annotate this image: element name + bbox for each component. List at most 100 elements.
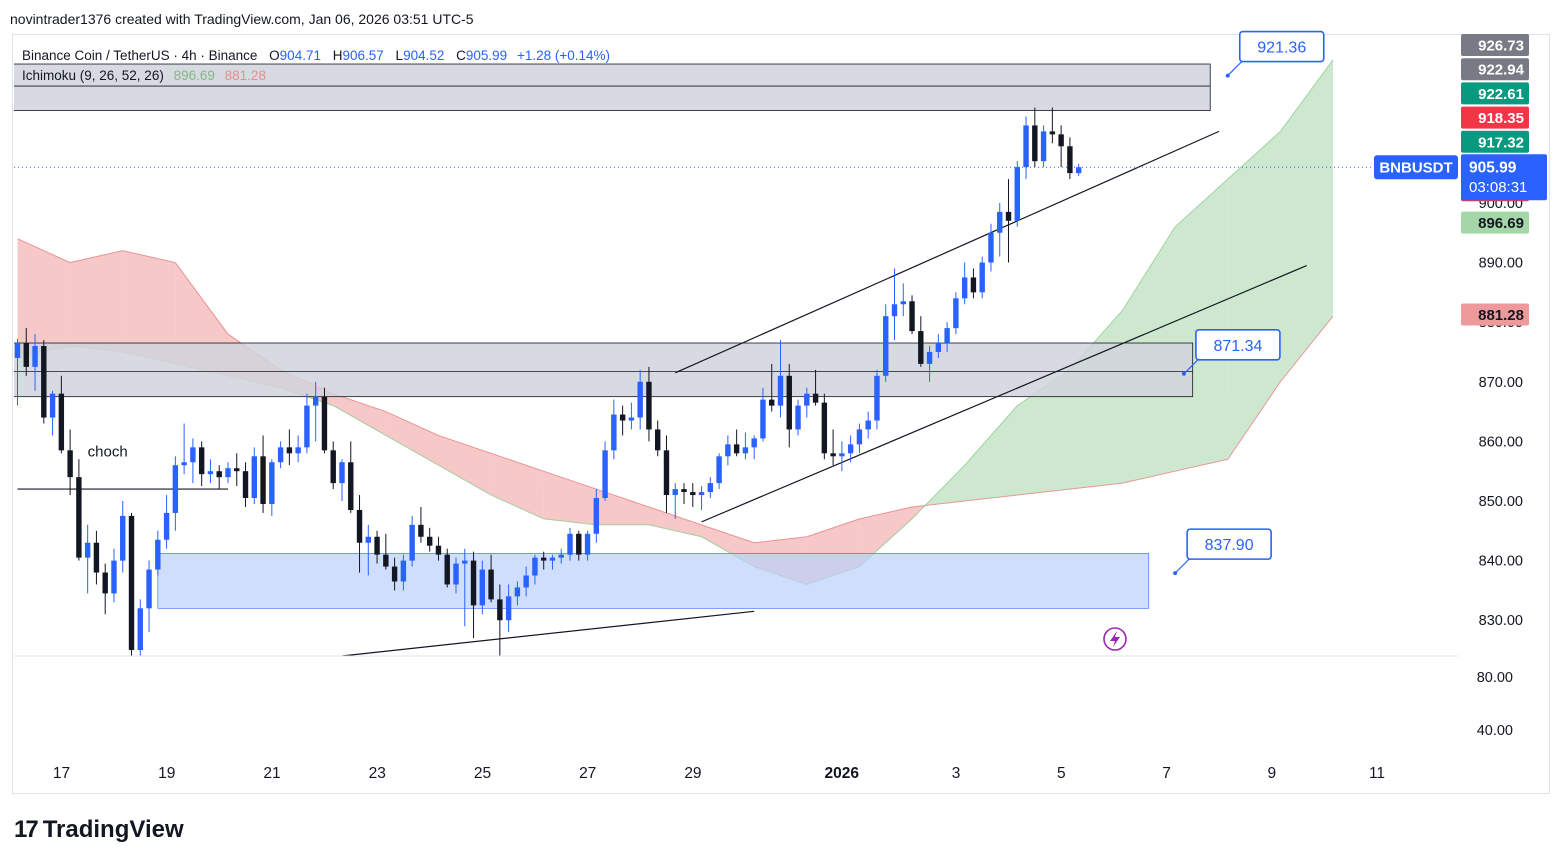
candle-body bbox=[549, 557, 556, 561]
close-value: 905.99 bbox=[465, 48, 508, 63]
candle-body bbox=[234, 468, 240, 472]
cloud-segment bbox=[385, 411, 439, 466]
price-axis: 830.00840.00850.00860.00870.00880.00890.… bbox=[14, 34, 1547, 739]
cloud-segment bbox=[648, 506, 702, 537]
candle-body bbox=[646, 381, 652, 430]
tradingview-mark-icon: 17 bbox=[14, 816, 39, 843]
candle-body bbox=[847, 444, 854, 454]
candle-body bbox=[619, 414, 626, 421]
trendline-1 bbox=[701, 264, 1307, 523]
cloud-segment bbox=[1280, 59, 1333, 382]
candle-body bbox=[49, 393, 56, 418]
price-label-text: 918.35 bbox=[1478, 110, 1524, 127]
candle-body bbox=[567, 533, 573, 555]
candle-body bbox=[207, 471, 214, 475]
trendlines bbox=[14, 130, 1458, 656]
candle-body bbox=[93, 542, 100, 573]
price-label-917.32 bbox=[1461, 130, 1529, 153]
candle-body bbox=[155, 539, 161, 570]
price-tick: 830.00 bbox=[1479, 613, 1523, 629]
candle-body bbox=[795, 405, 801, 430]
candle-body bbox=[181, 462, 187, 466]
callout-text: 921.36 bbox=[1257, 40, 1306, 57]
candle-body bbox=[576, 533, 582, 555]
candle-body bbox=[260, 456, 266, 504]
candle-body bbox=[426, 536, 433, 546]
candle-body bbox=[453, 563, 459, 585]
candle-body bbox=[637, 381, 643, 418]
candle-body bbox=[391, 566, 398, 582]
price-callout-2: 837.90 bbox=[1173, 528, 1272, 576]
supply-zone-1 bbox=[14, 342, 1194, 398]
candle-body bbox=[909, 301, 915, 332]
candle-body bbox=[672, 489, 678, 496]
symbol-description[interactable]: Binance Coin / TetherUS · 4h · Binance bbox=[22, 48, 258, 63]
candle-body bbox=[1014, 167, 1020, 221]
candle-body bbox=[128, 515, 135, 651]
cloud-segment bbox=[122, 250, 176, 364]
candle-body bbox=[198, 447, 205, 475]
candle-body bbox=[839, 453, 845, 457]
candle-body bbox=[190, 447, 196, 463]
candle-body bbox=[918, 331, 924, 364]
time-axis: 17 19 21 23 25 27 29 2026 3 5 7 9 11 bbox=[53, 765, 1385, 782]
cloud-segment bbox=[491, 453, 544, 519]
trendline-2 bbox=[341, 610, 755, 656]
candle-body bbox=[497, 599, 503, 621]
candle-body bbox=[786, 375, 792, 430]
high-value: 906.57 bbox=[342, 48, 384, 63]
time-tick: 5 bbox=[1057, 765, 1066, 782]
callout-box bbox=[1186, 528, 1272, 560]
indicator-name[interactable]: Ichimoku (9, 26, 52, 26) bbox=[22, 68, 164, 83]
price-tick: 870.00 bbox=[1479, 375, 1523, 391]
legend-symbol-row: Binance Coin / TetherUS · 4h · Binance O… bbox=[22, 46, 610, 66]
lightning-ring bbox=[1103, 627, 1127, 651]
candle-body bbox=[1049, 131, 1056, 135]
candle-body bbox=[742, 447, 749, 454]
candle-body bbox=[558, 554, 564, 558]
tradingview-logo[interactable]: 17 TradingView bbox=[14, 816, 184, 844]
candle-body bbox=[953, 298, 959, 329]
last-price-label bbox=[1461, 154, 1547, 201]
last-price-text: 905.99 bbox=[1469, 160, 1517, 177]
candle-body bbox=[505, 596, 512, 621]
low-label: L bbox=[395, 48, 404, 63]
price-label-896.69 bbox=[1461, 211, 1529, 234]
close-label: C bbox=[456, 48, 466, 63]
candle-body bbox=[891, 304, 898, 317]
candle-body bbox=[830, 453, 836, 457]
candle-body bbox=[400, 560, 407, 582]
time-tick: 3 bbox=[952, 765, 961, 782]
candle-body bbox=[681, 489, 687, 493]
candle-body bbox=[383, 554, 389, 567]
legend-indicator-row: Ichimoku (9, 26, 52, 26) 896.69 881.28 bbox=[22, 66, 610, 86]
ticker-badge-text: BNBUSDT bbox=[1379, 160, 1452, 177]
candle-body bbox=[690, 492, 696, 496]
price-tick: 860.00 bbox=[1479, 434, 1523, 450]
countdown-text: 03:08:31 bbox=[1469, 179, 1527, 196]
cloud-segment bbox=[596, 489, 649, 525]
candle-body bbox=[628, 417, 635, 421]
time-tick: 7 bbox=[1162, 765, 1171, 782]
candle-body bbox=[365, 536, 371, 543]
cloud-segment bbox=[70, 250, 123, 352]
candle-body bbox=[1005, 211, 1012, 221]
candle-body bbox=[532, 557, 538, 576]
candle-body bbox=[321, 396, 328, 451]
candle-body bbox=[102, 572, 108, 594]
time-tick: 19 bbox=[158, 765, 175, 782]
candle-body bbox=[1023, 125, 1029, 168]
candle-body bbox=[1032, 125, 1038, 162]
candle-body bbox=[58, 393, 65, 451]
candle-body bbox=[777, 375, 784, 406]
candle-body bbox=[462, 560, 468, 564]
callout-box bbox=[1238, 30, 1325, 63]
candle-body bbox=[330, 450, 336, 484]
callout-box bbox=[1195, 328, 1281, 361]
time-tick: 9 bbox=[1267, 765, 1276, 782]
candle-body bbox=[900, 301, 906, 305]
candle-body bbox=[602, 450, 608, 499]
candle-body bbox=[23, 343, 29, 367]
candle-body bbox=[14, 343, 21, 358]
